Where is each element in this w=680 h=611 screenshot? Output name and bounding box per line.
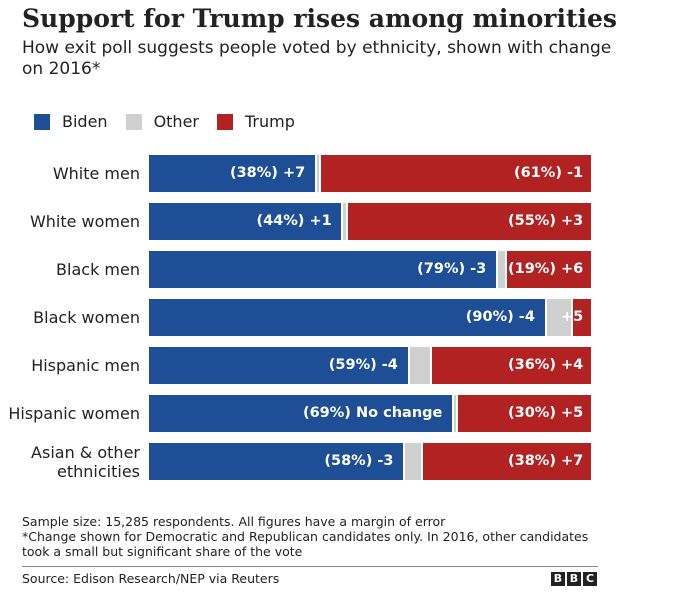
chart-title: Support for Trump rises among minorities [22, 4, 617, 33]
change-footnote: *Change shown for Democratic and Republi… [22, 529, 589, 559]
sample-size-note: Sample size: 15,285 respondents. All fig… [22, 514, 446, 529]
legend: Biden Other Trump [34, 112, 313, 131]
footer-divider [22, 566, 598, 567]
stacked-bar-chart: White men (38%) +7 (61%) -1 White women (44%… [0, 140, 680, 500]
bar-segment-biden [149, 395, 452, 432]
data-label-biden: (44%) +1 [256, 213, 332, 229]
legend-item-trump: Trump [217, 112, 295, 131]
legend-swatch-trump [217, 113, 233, 130]
bar-segment-trump [347, 203, 591, 240]
bar-segment-biden [149, 251, 497, 288]
bar-segment-biden [149, 299, 545, 336]
legend-item-biden: Biden [34, 112, 108, 131]
row-label: Black women [33, 308, 140, 327]
legend-swatch-biden [34, 113, 50, 130]
source-note: Source: Edison Research/NEP via Reuters [22, 571, 280, 586]
bar-segment-other [405, 443, 422, 480]
bar-segment-trump [507, 251, 591, 288]
data-label-trump: (61%) -1 [514, 165, 584, 181]
bar-segment-other [498, 251, 505, 288]
legend-label-trump: Trump [245, 112, 295, 131]
row-label: Hispanic women [8, 404, 140, 423]
legend-label-other: Other [153, 112, 199, 131]
bar-segment-other [343, 203, 346, 240]
legend-swatch-other [125, 113, 142, 130]
data-label-trump: +5 [561, 309, 584, 325]
row-label: Black men [56, 260, 140, 279]
legend-label-biden: Biden [62, 112, 108, 131]
bar-segment-other [316, 155, 320, 192]
bbc-logo-block: C [583, 572, 597, 586]
bbc-logo: B B C [549, 572, 597, 586]
legend-item-other: Other [125, 112, 199, 131]
data-label-trump: (36%) +4 [508, 357, 584, 373]
data-label-biden: (58%) -3 [324, 453, 394, 469]
bbc-logo-block: B [567, 572, 581, 586]
data-label-trump: (55%) +3 [508, 213, 584, 229]
bar-segment-trump [458, 395, 591, 432]
bar-segment-other [409, 347, 430, 384]
data-label-trump: (19%) +6 [508, 261, 584, 277]
bar-segment-trump [423, 443, 591, 480]
chart-notes: Sample size: 15,285 respondents. All fig… [22, 514, 602, 559]
row-label: Hispanic men [31, 356, 140, 375]
bar-segment-trump [431, 347, 591, 384]
bar-segment-biden [149, 155, 315, 192]
bar-segment-biden [149, 443, 404, 480]
row-label: White women [29, 212, 140, 231]
row-label: White men [52, 164, 140, 183]
data-label-biden: (59%) -4 [328, 357, 398, 373]
bar-segment-biden [149, 203, 342, 240]
data-label-trump: (30%) +5 [508, 405, 584, 421]
bar-segment-biden [149, 347, 408, 384]
data-label-biden: (38%) +7 [229, 165, 306, 181]
data-label-biden: (90%) -4 [465, 309, 535, 325]
bar-segment-other [546, 299, 572, 336]
data-label-biden: (69%) No change [302, 405, 443, 421]
bar-segment-trump [573, 299, 591, 336]
row-label: Asian & other ethnicities [31, 442, 140, 481]
data-label-biden: (79%) -3 [417, 261, 487, 277]
data-label-trump: (38%) +7 [508, 453, 584, 469]
chart-subtitle: How exit poll suggests people voted by e… [22, 38, 612, 79]
bar-segment-other [453, 395, 457, 432]
bbc-logo-block: B [551, 572, 565, 586]
bar-segment-trump [321, 155, 591, 192]
